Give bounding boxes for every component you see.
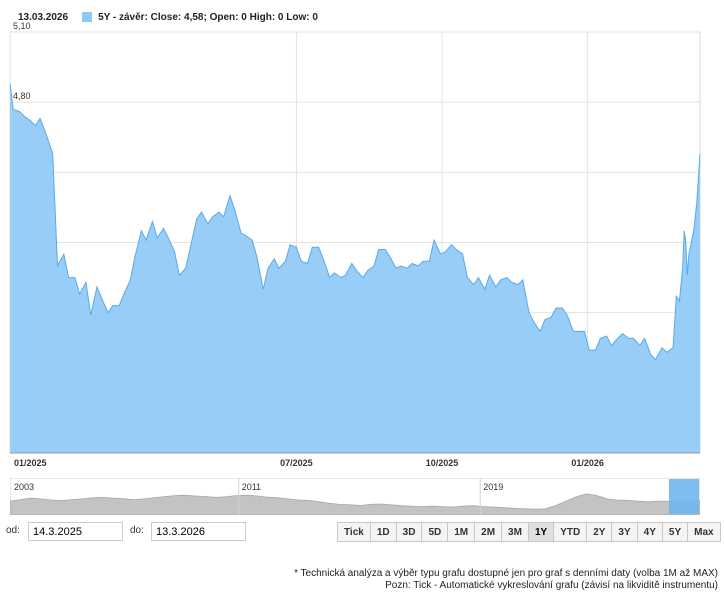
range-button-5y[interactable]: 5Y [661, 522, 689, 542]
x-tick-label: 07/2025 [280, 458, 313, 468]
footnote-tick: Pozn: Tick - Automatické vykreslování gr… [385, 580, 718, 591]
range-button-3y[interactable]: 3Y [611, 522, 638, 542]
x-tick-label: 10/2025 [426, 458, 459, 468]
range-button-max[interactable]: Max [687, 522, 721, 542]
range-button-3m[interactable]: 3M [501, 522, 529, 542]
footnote-technical-analysis: * Technická analýza a výběr typu grafu d… [294, 568, 718, 579]
range-button-1m[interactable]: 1M [447, 522, 476, 542]
chart-legend: 13.03.2026 5Y - závěr: Close: 4,58; Open… [18, 8, 318, 26]
legend-date: 13.03.2026 [18, 11, 69, 23]
navigator-year-label: 2019 [483, 482, 503, 492]
x-tick-label: 01/2026 [571, 458, 604, 468]
range-button-ytd[interactable]: YTD [553, 522, 588, 542]
range-button-group: Tick 1D 3D 5D 1M 2M 3M 1Y YTD 2Y 3Y 4Y 5Y Max [337, 522, 721, 542]
x-tick-label: 01/2025 [14, 458, 47, 468]
range-button-3d[interactable]: 3D [395, 522, 423, 542]
range-button-tick[interactable]: Tick [337, 522, 371, 542]
series-line [9, 83, 701, 361]
navigator-selection[interactable] [668, 479, 699, 514]
range-button-1d[interactable]: 1D [369, 522, 397, 542]
range-button-4y[interactable]: 4Y [636, 522, 663, 542]
navigator-year-label: 2003 [14, 482, 34, 492]
legend-series-swatch [82, 12, 93, 22]
legend-series-label: 5Y - závěr: Close: 4,58; Open: 0 High: 0… [98, 11, 318, 23]
range-button-2m[interactable]: 2M [474, 522, 503, 542]
from-date-input[interactable] [28, 522, 123, 541]
range-button-1y[interactable]: 1Y [527, 522, 555, 542]
footnotes: * Technická analýza a výběr typu grafu d… [294, 568, 718, 592]
navigator-year-label: 2011 [242, 482, 261, 492]
from-date-label: od: [6, 525, 20, 536]
y-tick-label: 4,80 [13, 91, 31, 101]
navigator-area [10, 493, 700, 515]
range-button-5d[interactable]: 5D [421, 522, 449, 542]
to-date-label: do: [130, 525, 144, 536]
price-area-chart: 5,104,804,504,203,903,603,3001/202507/20… [9, 21, 701, 468]
range-button-2y[interactable]: 2Y [586, 522, 613, 542]
y-tick-label: 5,10 [13, 21, 31, 31]
range-navigator[interactable]: 2003 2011 2019 [10, 478, 700, 515]
to-date-input[interactable] [151, 522, 246, 541]
